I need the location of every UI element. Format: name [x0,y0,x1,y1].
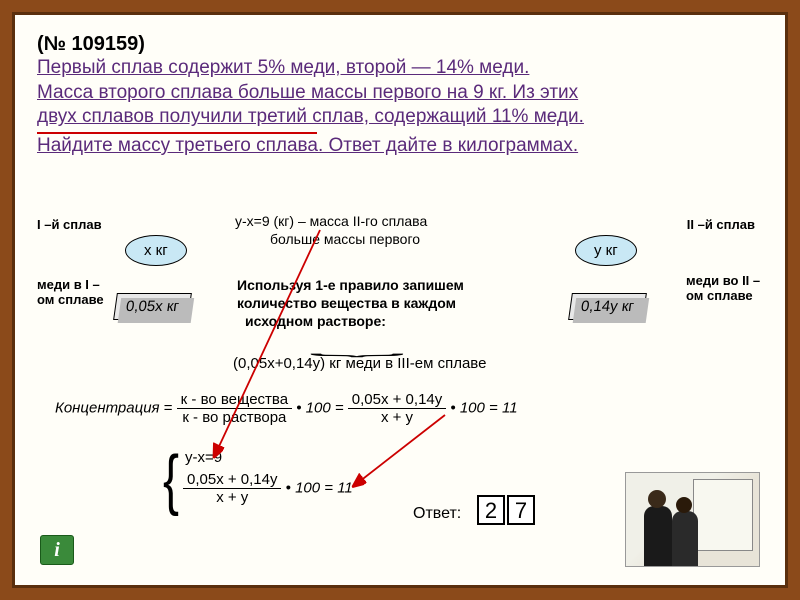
answer-d2: 7 [507,495,535,525]
classroom-photo [625,472,760,567]
slide-frame: (№ 109159) Первый сплав содержит 5% меди… [0,0,800,600]
content-area: (№ 109159) Первый сплав содержит 5% меди… [15,15,785,585]
answer-label: Ответ: [413,505,461,523]
answer-boxes: 27 [475,495,535,525]
slide-page: (№ 109159) Первый сплав содержит 5% меди… [12,12,788,588]
info-button[interactable]: i [40,535,74,565]
answer-d1: 2 [477,495,505,525]
